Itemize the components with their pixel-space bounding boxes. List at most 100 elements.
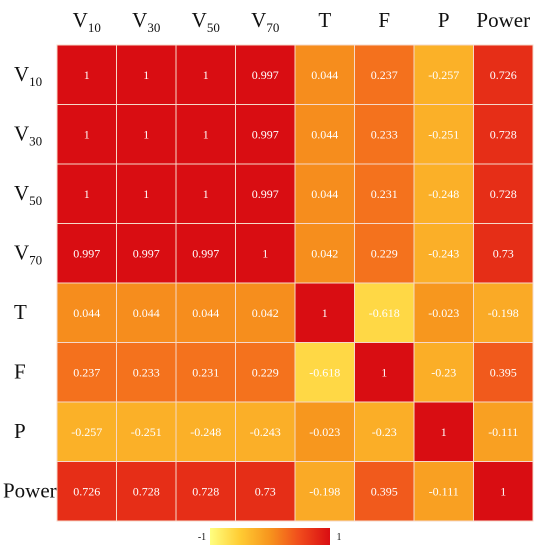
heatmap-cell-value: 1 xyxy=(441,425,447,439)
heatmap-cell-t-t: 1 xyxy=(294,282,355,343)
heatmap-cell-rect xyxy=(56,461,117,522)
heatmap-cell-value: 1 xyxy=(84,68,90,82)
heatmap-cell-value: 0.395 xyxy=(371,484,398,498)
heatmap-cell-rect xyxy=(473,342,534,403)
heatmap-cell-value: 1 xyxy=(84,187,90,201)
heatmap-cell-v50-f: 0.231 xyxy=(354,163,415,224)
heatmap-cell-v70-f: 0.229 xyxy=(354,223,415,284)
heatmap-cell-value: 0.728 xyxy=(192,484,219,498)
heatmap-cell-rect xyxy=(413,282,474,343)
heatmap-cell-v70-power: 0.73 xyxy=(473,223,534,284)
heatmap-cell-rect xyxy=(116,342,177,403)
heatmap-cell-v70-v30: 0.997 xyxy=(116,223,177,284)
column-label-t: T xyxy=(318,8,331,32)
heatmap-cell-rect xyxy=(116,461,177,522)
heatmap-cell-v10-v30: 1 xyxy=(116,44,177,105)
row-label-subscript: 30 xyxy=(29,133,42,148)
heatmap-cell-value: 1 xyxy=(143,127,149,141)
column-label-base: V xyxy=(132,8,147,32)
heatmap-cell-rect xyxy=(354,44,415,105)
row-label-subscript: 70 xyxy=(29,252,42,267)
heatmap-cell-value: -0.23 xyxy=(372,425,397,439)
heatmap-cell-value: 1 xyxy=(143,187,149,201)
heatmap-cell-value: 0.231 xyxy=(192,365,219,379)
heatmap-cell-v10-p: -0.257 xyxy=(413,44,474,105)
heatmap-cell-rect xyxy=(473,163,534,224)
heatmap-cell-v30-v10: 1 xyxy=(56,104,117,165)
heatmap-cell-value: 0.233 xyxy=(371,127,398,141)
heatmap-cell-value: -0.243 xyxy=(428,246,459,260)
heatmap-cell-rect xyxy=(354,104,415,165)
heatmap-cell-rect xyxy=(354,342,415,403)
heatmap-cell-value: -0.248 xyxy=(190,425,221,439)
heatmap-cell-t-p: -0.023 xyxy=(413,282,474,343)
heatmap-cell-rect xyxy=(235,104,296,165)
heatmap-cell-value: 0.997 xyxy=(252,68,279,82)
heatmap-cell-value: -0.023 xyxy=(309,425,340,439)
row-label-base: F xyxy=(14,359,26,383)
heatmap-cell-v70-t: 0.042 xyxy=(294,223,355,284)
heatmap-cell-value: 1 xyxy=(84,127,90,141)
heatmap-cell-value: 0.044 xyxy=(311,127,338,141)
heatmap-cell-power-t: -0.198 xyxy=(294,461,355,522)
heatmap-cell-rect xyxy=(473,104,534,165)
column-label-subscript: 50 xyxy=(207,20,220,35)
heatmap-cell-rect xyxy=(354,163,415,224)
heatmap-cell-value: 0.044 xyxy=(311,187,338,201)
heatmap-cell-rect xyxy=(294,223,355,284)
heatmap-cell-rect xyxy=(413,163,474,224)
heatmap-cell-value: -0.618 xyxy=(369,306,400,320)
heatmap-cell-value: 0.229 xyxy=(371,246,398,260)
heatmap-cell-value: 0.231 xyxy=(371,187,398,201)
heatmap-cell-rect xyxy=(175,342,236,403)
heatmap-cell-value: 1 xyxy=(381,365,387,379)
heatmap-cell-value: 1 xyxy=(203,187,209,201)
row-label-base: P xyxy=(14,419,26,443)
heatmap-cell-value: -0.198 xyxy=(309,484,340,498)
heatmap-cell-t-v50: 0.044 xyxy=(175,282,236,343)
heatmap-cell-v50-t: 0.044 xyxy=(294,163,355,224)
heatmap-cell-value: 0.042 xyxy=(311,246,338,260)
row-label-p: P xyxy=(14,419,26,443)
heatmap-cell-p-power: -0.111 xyxy=(473,401,534,462)
heatmap-cell-t-v10: 0.044 xyxy=(56,282,117,343)
heatmap-cell-value: 0.73 xyxy=(255,484,276,498)
heatmap-cell-v70-v70: 1 xyxy=(235,223,296,284)
heatmap-cell-v70-v50: 0.997 xyxy=(175,223,236,284)
heatmap-cell-value: 1 xyxy=(322,306,328,320)
heatmap-cell-value: -0.251 xyxy=(131,425,162,439)
column-labels: V10 V30 V50 V70 T F P Power xyxy=(73,8,530,35)
heatmap-cell-rect xyxy=(116,163,177,224)
heatmap-cell-v30-power: 0.728 xyxy=(473,104,534,165)
heatmap-cell-v30-t: 0.044 xyxy=(294,104,355,165)
heatmap-cell-v10-v50: 1 xyxy=(175,44,236,105)
heatmap-cell-value: -0.023 xyxy=(428,306,459,320)
heatmap-cell-value: 0.726 xyxy=(73,484,100,498)
heatmap-cell-value: 0.997 xyxy=(252,187,279,201)
heatmap-cell-rect xyxy=(354,401,415,462)
heatmap-cell-rect xyxy=(413,342,474,403)
column-label-base: Power xyxy=(476,8,530,32)
heatmap-cell-rect xyxy=(56,401,117,462)
heatmap-cell-value: -0.111 xyxy=(429,484,459,498)
heatmap-cell-value: 0.395 xyxy=(490,365,517,379)
heatmap-cell-v30-v50: 1 xyxy=(175,104,236,165)
heatmap-cell-rect xyxy=(56,163,117,224)
heatmap-cell-rect xyxy=(175,163,236,224)
heatmap-cell-power-v30: 0.728 xyxy=(116,461,177,522)
heatmap-cell-v30-p: -0.251 xyxy=(413,104,474,165)
column-label-v50: V50 xyxy=(192,8,220,35)
heatmap-cell-t-v70: 0.042 xyxy=(235,282,296,343)
heatmap-cell-rect xyxy=(116,401,177,462)
heatmap-cell-t-v30: 0.044 xyxy=(116,282,177,343)
heatmap-cell-power-v50: 0.728 xyxy=(175,461,236,522)
heatmap-cell-value: -0.618 xyxy=(309,365,340,379)
heatmap-cell-t-f: -0.618 xyxy=(354,282,415,343)
heatmap-cell-t-power: -0.198 xyxy=(473,282,534,343)
heatmap-cell-value: 0.044 xyxy=(73,306,100,320)
heatmap-cell-value: 0.044 xyxy=(133,306,160,320)
row-label-v30: V30 xyxy=(14,121,42,148)
heatmap-cell-power-v10: 0.726 xyxy=(56,461,117,522)
column-label-subscript: 30 xyxy=(147,20,160,35)
